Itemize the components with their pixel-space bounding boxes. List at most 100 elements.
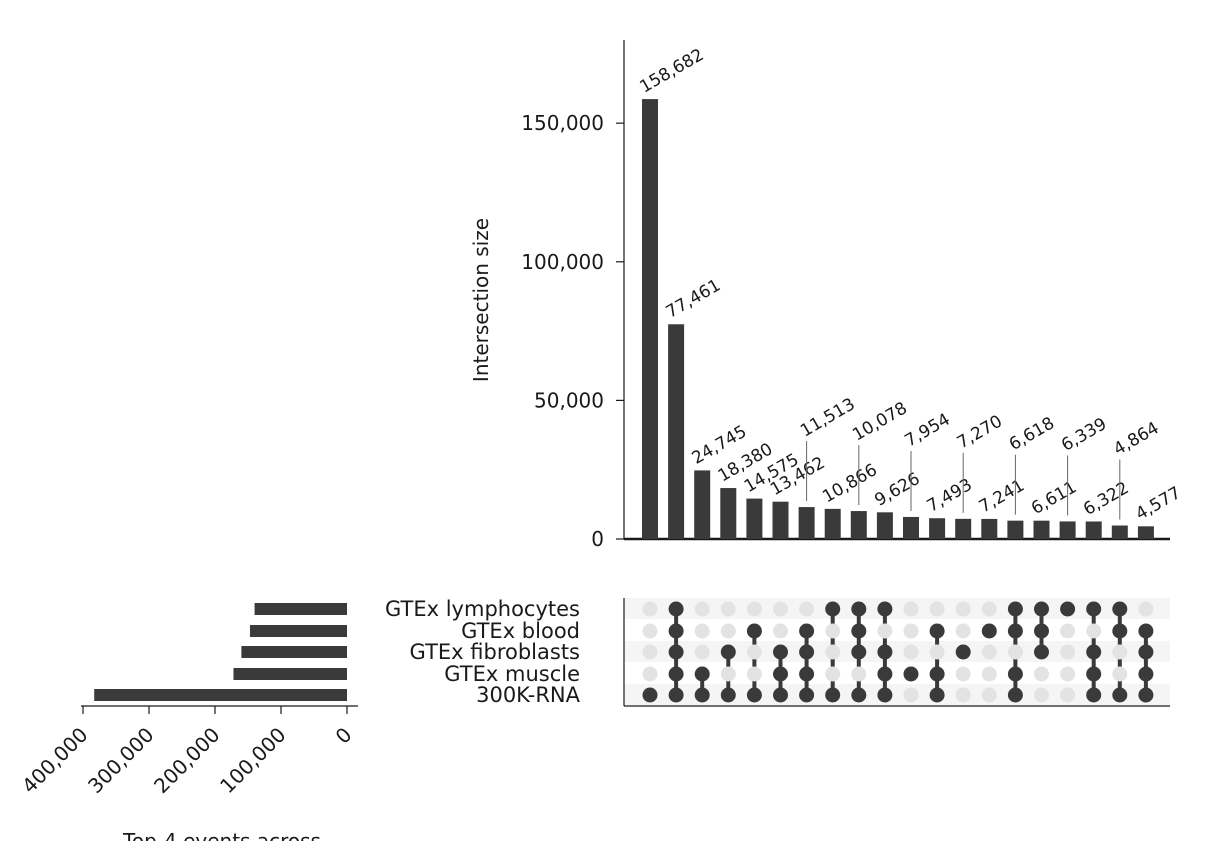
intersection-bar [1033,520,1050,539]
set-size-bar [249,625,347,637]
intersection-bar [981,518,998,539]
bar-value-label: 7,270 [954,412,1006,454]
membership-dot-active [1034,623,1049,639]
membership-dot-active [877,666,893,682]
membership-dot-inactive [799,601,815,617]
bar-value-label: 7,241 [976,476,1028,518]
membership-dot-active [929,687,945,703]
intersection-bar [955,518,972,539]
y-tick-label: 0 [591,527,604,551]
membership-dot-active [851,623,867,639]
membership-dot-inactive [694,601,710,617]
membership-dot-active [825,687,841,703]
membership-dot-inactive [720,666,736,682]
membership-dot-active [955,644,971,660]
membership-dot-inactive [1060,623,1076,639]
matrix-row-stripe [624,684,1170,705]
membership-dot-active [851,687,867,703]
membership-dot-active [1112,601,1128,617]
set-name-label: GTEx blood [461,619,580,643]
membership-dot-active [1007,601,1023,617]
membership-dot-active [851,644,867,660]
membership-dot-inactive [981,666,997,682]
membership-dot-active [825,601,841,617]
membership-dot-active [642,687,658,703]
membership-dot-inactive [1086,623,1102,639]
membership-dot-active [1034,644,1049,660]
bar-value-label: 6,339 [1058,414,1110,456]
intersection-bar [1007,520,1024,539]
membership-dot-active [668,687,684,703]
membership-dot-inactive [1112,666,1128,682]
membership-dot-inactive [694,644,710,660]
intersection-bar [720,488,737,539]
set-name-label: 300K-RNA [476,683,581,707]
set-size-tick-label: 0 [331,723,357,749]
membership-dot-active [694,666,710,682]
membership-dot-inactive [955,687,971,703]
membership-dot-inactive [720,623,736,639]
membership-dot-inactive [825,644,841,660]
set-name-label: GTEx fibroblasts [410,640,580,664]
bar-value-label: 11,513 [797,394,859,441]
membership-dot-active [929,666,945,682]
membership-dot-inactive [694,623,710,639]
membership-dot-active [1086,687,1102,703]
membership-dot-active [668,623,684,639]
membership-dot-inactive [773,623,788,639]
bar-value-label: 77,461 [663,276,725,323]
y-tick-label: 50,000 [534,388,604,412]
membership-dot-inactive [903,644,919,660]
membership-dot-inactive [746,644,762,660]
intersection-bar [694,470,711,539]
membership-dot-active [799,687,815,703]
membership-dot-active [773,687,788,703]
intersection-bar [929,518,946,539]
intersection-bar [746,498,763,539]
bar-value-label: 6,618 [1006,413,1058,455]
set-size-bar [233,668,347,680]
membership-dot-inactive [981,687,997,703]
membership-dot-inactive [825,623,841,639]
set-size-bar [254,603,347,615]
set-name-label: GTEx muscle [444,662,580,686]
membership-dot-inactive [1112,644,1128,660]
bar-value-label: 7,493 [924,475,976,517]
membership-dot-active [1086,666,1102,682]
membership-dot-inactive [955,666,971,682]
membership-dot-active [668,644,684,660]
membership-dot-inactive [746,666,762,682]
membership-dot-inactive [720,601,736,617]
membership-dot-active [877,644,893,660]
membership-dot-inactive [955,623,971,639]
membership-dot-inactive [877,623,893,639]
membership-dot-active [929,623,945,639]
membership-dot-inactive [1060,687,1076,703]
membership-dot-inactive [929,601,945,617]
membership-dot-active [1138,623,1154,639]
bar-value-label: 4,577 [1132,483,1184,525]
matrix-row-stripe [624,641,1170,662]
membership-dot-active [1007,623,1023,639]
membership-dot-active [1007,666,1023,682]
membership-dot-active [1007,687,1023,703]
intersection-bar [642,99,658,539]
membership-dot-active [1138,644,1154,660]
set-size-bar [94,689,347,701]
set-size-bar [241,646,347,658]
intersection-size-panel: 050,000100,000150,000158,68277,46124,745… [521,40,1185,551]
membership-dot-active [773,666,788,682]
membership-dot-inactive [825,666,841,682]
membership-dot-active [720,644,736,660]
membership-dot-inactive [642,644,658,660]
membership-dot-active [851,601,867,617]
membership-dot-active [746,687,762,703]
bar-value-label: 4,864 [1110,418,1162,460]
membership-dot-inactive [1060,666,1076,682]
membership-dot-inactive [903,601,919,617]
membership-dot-active [903,666,919,682]
intersection-bar [903,516,919,539]
membership-dot-inactive [746,601,762,617]
